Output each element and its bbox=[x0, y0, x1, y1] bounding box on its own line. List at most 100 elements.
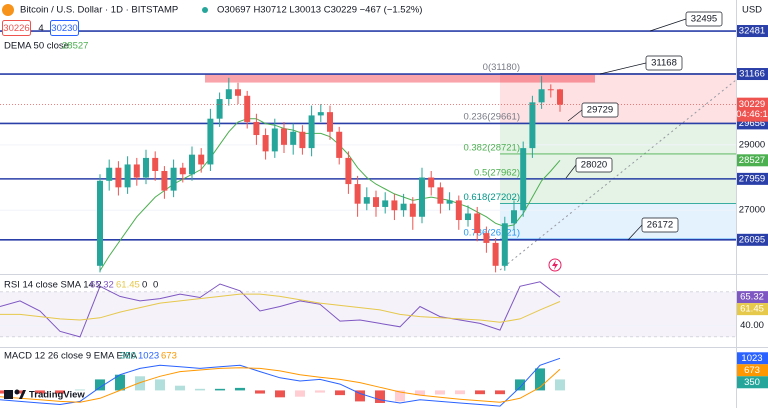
macd-axis-label: 350 bbox=[744, 377, 760, 388]
macd-hist bbox=[215, 388, 225, 391]
candle-body bbox=[465, 213, 471, 221]
candle-body bbox=[529, 102, 536, 149]
macd-hist bbox=[275, 390, 285, 398]
candle-body bbox=[179, 167, 186, 175]
y-tick-label: 40.00 bbox=[740, 320, 764, 331]
logo-mark bbox=[14, 389, 20, 395]
level-label-box bbox=[737, 25, 768, 38]
candle-body bbox=[262, 135, 269, 152]
callout-text: 28020 bbox=[581, 160, 607, 171]
candle-body bbox=[106, 167, 113, 181]
y-tick-label: 29000 bbox=[739, 139, 765, 150]
candle-body bbox=[327, 112, 333, 132]
candle-body bbox=[557, 89, 563, 105]
level-label: 31166 bbox=[739, 69, 765, 80]
macd-hist bbox=[415, 390, 425, 396]
dema-label: 28527 bbox=[739, 155, 765, 166]
candle-body bbox=[216, 99, 223, 119]
macd-hist bbox=[435, 390, 445, 395]
candle-body bbox=[207, 118, 214, 165]
fib-label: 0.786(26121) bbox=[463, 227, 520, 238]
rsi-line bbox=[0, 281, 561, 338]
macd-hist bbox=[535, 368, 545, 391]
macd-hist bbox=[195, 388, 205, 391]
indicator-name: DEMA 50 close bbox=[4, 41, 69, 52]
sell-price[interactable]: 30226 bbox=[3, 23, 29, 34]
candle-body bbox=[474, 213, 481, 234]
buy-price[interactable]: 30230 bbox=[51, 23, 77, 34]
macd-line bbox=[0, 357, 561, 407]
candle-body bbox=[382, 200, 389, 207]
macd-hist bbox=[395, 390, 405, 402]
macd-hist bbox=[55, 390, 65, 394]
macd-hist bbox=[455, 390, 465, 395]
macd-legend-value: 1023 bbox=[138, 351, 159, 362]
candle-body bbox=[152, 157, 159, 171]
candle-body bbox=[299, 131, 306, 149]
spread: 4 bbox=[38, 23, 43, 34]
callout-connector bbox=[599, 62, 647, 75]
event-icon bbox=[552, 260, 558, 270]
callout-text: 26172 bbox=[647, 220, 673, 231]
candle-body bbox=[97, 180, 103, 266]
logo-mark bbox=[4, 390, 13, 399]
axis-unit: USD bbox=[742, 5, 762, 16]
rsi-axis-label: 61.45 bbox=[740, 304, 764, 315]
candle-body bbox=[492, 242, 499, 266]
callout-connector bbox=[567, 109, 583, 122]
macd-legend-value: 673 bbox=[161, 351, 177, 362]
callout-box bbox=[685, 11, 723, 27]
fib-label: 0.382(28721) bbox=[463, 142, 520, 153]
callout-text: 29729 bbox=[587, 105, 613, 116]
macd-hist bbox=[495, 390, 505, 395]
fib-label: 0.618(27202) bbox=[463, 192, 520, 203]
candle-body bbox=[271, 128, 278, 152]
status-dot bbox=[202, 7, 208, 13]
macd-hist bbox=[355, 390, 365, 402]
candle-body bbox=[170, 167, 177, 191]
macd-legend-value: 350 bbox=[120, 351, 136, 362]
level-label: 32481 bbox=[739, 26, 765, 37]
macd-hist bbox=[555, 379, 565, 391]
last-price: 30229 bbox=[739, 99, 765, 110]
symbol-title: Bitcoin / U.S. Dollar · 1D · BITSTAMP bbox=[20, 5, 178, 16]
macd-axis-label-box bbox=[737, 352, 768, 365]
candle-body bbox=[235, 89, 241, 96]
level-label-box bbox=[737, 233, 768, 246]
fib-label: 0.236(29661) bbox=[463, 112, 520, 123]
buy-button[interactable] bbox=[50, 20, 79, 36]
candle-body bbox=[373, 197, 379, 207]
candle-body bbox=[253, 121, 260, 136]
fib-label: 0(31180) bbox=[483, 62, 520, 73]
ohlc-text: O30697 H30712 L30013 C30229 −467 (−1.52%… bbox=[217, 5, 422, 16]
candle-body bbox=[409, 203, 416, 217]
macd-hist bbox=[315, 390, 325, 393]
macd-axis-label-box bbox=[737, 376, 768, 389]
macd-hist bbox=[95, 379, 105, 391]
rsi-legend-value: 65.32 bbox=[90, 280, 114, 291]
sell-button[interactable] bbox=[2, 20, 31, 36]
candle-body bbox=[391, 200, 398, 211]
candle-body bbox=[290, 131, 297, 145]
macd-axis-label-box bbox=[737, 364, 768, 377]
callout-connector bbox=[649, 18, 687, 32]
callout-text: 31168 bbox=[651, 58, 677, 69]
level-label-box bbox=[737, 172, 768, 185]
rsi-band bbox=[0, 291, 736, 337]
candle-body bbox=[115, 167, 122, 188]
candle-body bbox=[354, 184, 361, 204]
macd-pane bbox=[0, 357, 565, 407]
macd-hist bbox=[335, 390, 345, 396]
candle-body bbox=[538, 89, 545, 103]
macd-hist bbox=[135, 376, 145, 391]
callout-box bbox=[581, 102, 619, 118]
rsi-axis-label: 65.32 bbox=[740, 292, 764, 303]
candle-body bbox=[437, 187, 444, 204]
trend-line bbox=[499, 79, 736, 271]
candle-body bbox=[189, 154, 195, 175]
fib-zone bbox=[500, 203, 736, 239]
last-price-box bbox=[737, 97, 768, 122]
price-axis: 27000 29000 32481 31166 29656 27959 26095 30229… bbox=[736, 25, 768, 389]
macd-hist bbox=[235, 387, 245, 391]
